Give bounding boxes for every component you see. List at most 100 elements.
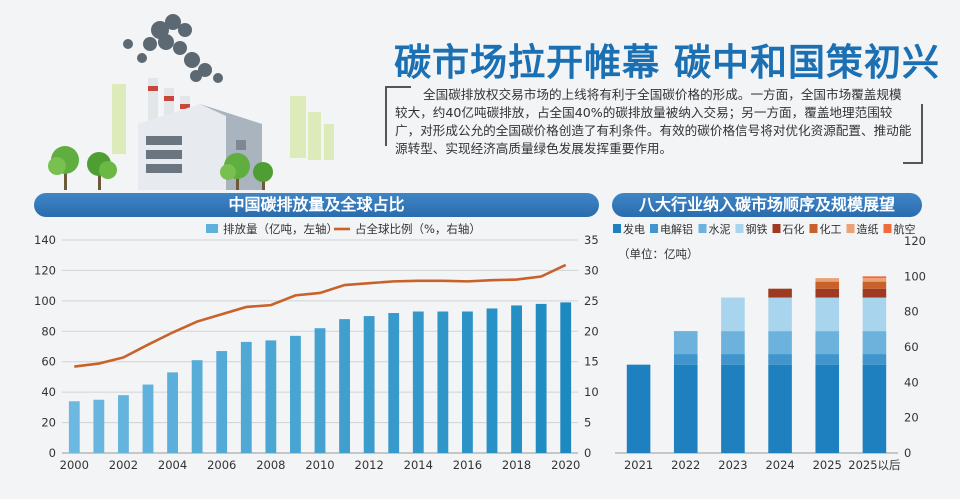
y-tick-label-right: 30: [584, 263, 599, 277]
emission-bar: [511, 305, 522, 453]
x-tick-label: 2021: [624, 458, 653, 472]
smoke-icon: [123, 14, 223, 83]
y-tick-label: 40: [904, 375, 919, 389]
x-tick-label: 2025: [813, 458, 842, 472]
x-tick-label: 2023: [718, 458, 747, 472]
emission-bar: [290, 335, 301, 453]
stack-segment-钢铁: [721, 297, 745, 332]
stack-segment-化工: [815, 281, 840, 289]
y-tick-label: 20: [904, 411, 919, 425]
emission-bar: [216, 351, 228, 453]
legend-label: 电解铝: [660, 222, 693, 236]
emission-bar: [560, 302, 572, 453]
legend-swatch: [772, 224, 781, 233]
emission-bar: [437, 311, 449, 453]
quote-bracket-left: [385, 86, 411, 146]
x-tick-label: 2016: [453, 458, 482, 472]
quote-bracket-right: [903, 104, 923, 164]
y-tick-label-left: 20: [41, 416, 56, 430]
stack-segment-水泥: [673, 331, 698, 355]
legend-swatch: [698, 224, 707, 233]
stack-segment-石化: [768, 288, 792, 298]
stack-segment-航空: [862, 276, 887, 279]
stack-segment-水泥: [815, 331, 840, 355]
stack-segment-电解铝: [721, 354, 745, 365]
y-tick-label-right: 10: [584, 385, 599, 399]
stack-segment-石化: [815, 288, 840, 298]
stack-segment-发电: [768, 364, 792, 453]
emission-bar: [314, 328, 326, 453]
x-tick-label: 2022: [671, 458, 700, 472]
emission-bar: [191, 360, 203, 453]
stack-segment-化工: [862, 281, 887, 289]
emission-bar: [412, 311, 424, 453]
legend-swatch: [846, 224, 855, 233]
emission-bar: [339, 319, 350, 453]
emission-bar: [93, 399, 105, 453]
y-tick-label-left: 140: [34, 233, 56, 247]
share-line: [74, 263, 567, 368]
x-tick-label: 2004: [158, 458, 187, 472]
emission-bar: [142, 384, 154, 453]
y-tick-label-right: 5: [584, 416, 591, 430]
stack-segment-发电: [721, 364, 745, 453]
background-buildings: [112, 84, 334, 160]
legend-swatch: [613, 224, 621, 233]
emission-bar: [535, 303, 547, 453]
y-tick-label: 60: [904, 340, 919, 354]
y-tick-label: 120: [904, 234, 926, 248]
page-title: 碳市场拉开帷幕 碳中和国策初兴: [394, 41, 940, 84]
stack-segment-造纸: [815, 278, 840, 282]
y-tick-label: 0: [904, 446, 911, 460]
intro-text: 全国碳排放权交易市场的上线将有利于全国碳价格的形成。一方面，全国市场覆盖规模较大…: [385, 86, 923, 186]
legend-label: 化工: [820, 222, 842, 236]
stack-segment-电解铝: [862, 354, 887, 365]
emission-bar: [388, 313, 400, 453]
emission-bar: [118, 395, 129, 453]
emission-bar: [486, 308, 498, 453]
legend-label: 造纸: [857, 222, 879, 236]
stack-segment-电解铝: [815, 354, 840, 365]
x-tick-label: 2018: [502, 458, 531, 472]
y-tick-label-left: 0: [49, 446, 56, 460]
y-tick-label-right: 20: [584, 324, 599, 338]
legend-label: 水泥: [709, 223, 731, 236]
y-tick-label-right: 0: [584, 446, 591, 460]
emission-bar: [462, 311, 473, 453]
y-tick-label-left: 100: [34, 294, 56, 308]
stack-segment-发电: [626, 364, 651, 453]
emission-bar: [68, 401, 80, 453]
emission-bar: [265, 340, 277, 453]
stack-segment-钢铁: [815, 297, 840, 332]
legend-swatch: [735, 224, 744, 233]
stack-segment-水泥: [862, 331, 887, 355]
stack-segment-电解铝: [768, 354, 792, 365]
y-tick-label-right: 15: [584, 355, 599, 369]
y-tick-label: 80: [904, 305, 919, 319]
legend-label-share: 占全球比例（%，右轴）: [355, 222, 481, 236]
intro-paragraph: 全国碳排放权交易市场的上线将有利于全国碳价格的形成。一方面，全国市场覆盖规模较大…: [395, 87, 912, 156]
x-tick-label: 2008: [256, 458, 285, 472]
y-tick-label-left: 60: [41, 355, 56, 369]
x-tick-label: 2006: [207, 458, 236, 472]
emission-bar: [240, 341, 252, 453]
stack-segment-发电: [862, 364, 887, 453]
stack-segment-水泥: [721, 331, 745, 355]
x-tick-label: 2012: [355, 458, 384, 472]
legend-label: 航空: [894, 222, 916, 236]
legend-label: 钢铁: [746, 223, 768, 236]
legend-label-emission: 排放量（亿吨，左轴）: [223, 222, 338, 236]
x-tick-label: 2000: [60, 458, 89, 472]
stack-segment-钢铁: [768, 297, 792, 332]
stack-segment-水泥: [768, 331, 792, 355]
y-tick-label-right: 35: [584, 233, 599, 247]
stack-segment-发电: [673, 364, 698, 453]
emission-bar: [167, 372, 178, 453]
legend-label: 石化: [783, 222, 805, 236]
x-tick-label: 2024: [765, 458, 794, 472]
stack-segment-造纸: [862, 278, 887, 282]
factory-illustration: [48, 14, 334, 190]
left-chart-title: 中国碳排放量及全球占比: [34, 193, 599, 217]
